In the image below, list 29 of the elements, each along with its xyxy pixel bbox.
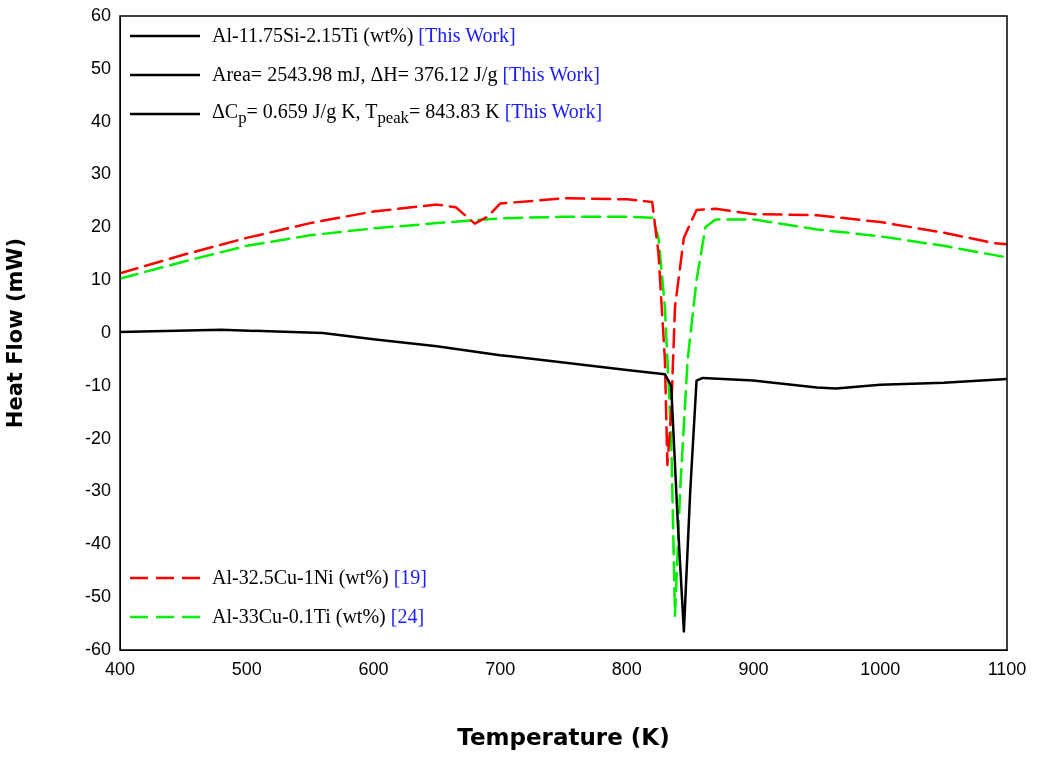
- legend-label: Al-33Cu-0.1Ti (wt%) [24]: [212, 605, 425, 627]
- x-tick-label: 900: [738, 658, 769, 679]
- y-tick-label: 0: [100, 321, 111, 342]
- y-tick-label: 30: [90, 163, 111, 184]
- y-tick-label: 10: [90, 269, 111, 290]
- annotation: Area= 2543.98 mJ, ΔH= 376.12 J/g [This Work]: [212, 63, 600, 85]
- x-tick-label: 600: [358, 658, 389, 679]
- y-tick-label: -10: [84, 374, 111, 395]
- y-tick-label: -60: [84, 638, 111, 659]
- x-tick-label: 500: [231, 658, 262, 679]
- line-series: [120, 197, 1007, 467]
- x-tick-label: 1000: [860, 658, 901, 679]
- y-tick-label: 40: [90, 110, 111, 131]
- y-tick-label: -30: [84, 480, 111, 501]
- y-tick-label: -20: [84, 427, 111, 448]
- y-tick-label: 60: [90, 4, 111, 25]
- y-tick-label: -50: [84, 586, 111, 607]
- y-tick-label: 20: [90, 216, 111, 237]
- x-tick-label: 400: [104, 658, 136, 679]
- x-tick-label: 700: [485, 658, 516, 679]
- annotation: ΔC$_{p}$= 0.659 J/g K, T$_{peak}$= 843.83 K [This Work]: [212, 99, 603, 127]
- x-tick-label: 1100: [987, 658, 1027, 679]
- y-tick-label: 50: [90, 57, 111, 78]
- legend-label: Al-32.5Cu-1Ni (wt%) [19]: [212, 566, 427, 588]
- y-axis-title: Heat Flow (mW): [3, 237, 28, 429]
- y-tick-label: -40: [84, 533, 111, 554]
- legend-label: Al-11.75Si-2.15Ti (wt%) [This Work]: [212, 24, 516, 46]
- x-tick-label: 800: [611, 658, 642, 679]
- x-axis-title: Temperature (K): [457, 724, 670, 751]
